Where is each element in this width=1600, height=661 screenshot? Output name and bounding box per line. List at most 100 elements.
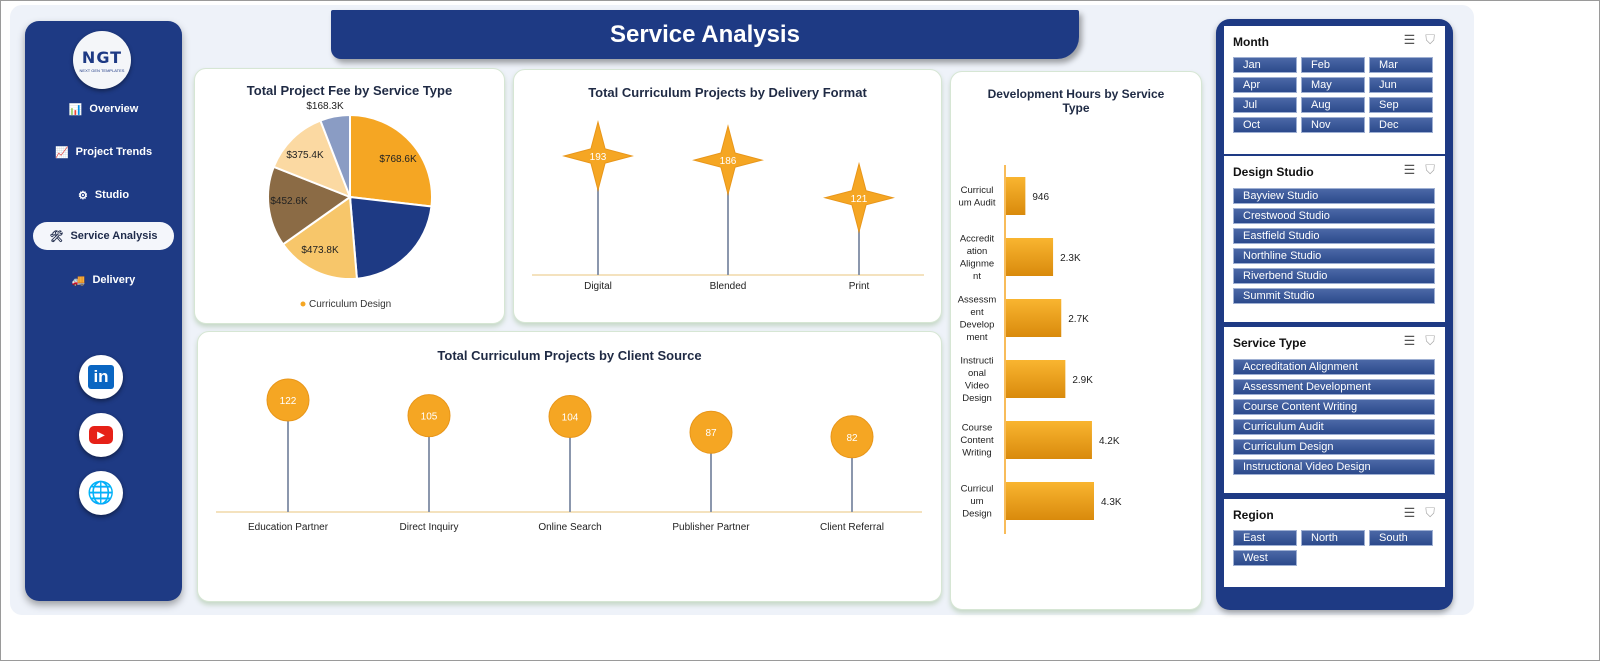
slicer-option[interactable]: Jun	[1369, 77, 1433, 93]
slicer-option[interactable]: Course Content Writing	[1233, 399, 1435, 415]
truck-icon: 🚚	[71, 274, 86, 287]
multi-select-icon[interactable]: ☰	[1403, 333, 1416, 348]
pie-slice-label: $375.4K	[286, 150, 324, 161]
delivery-format-title: Total Curriculum Projects by Delivery Fo…	[588, 85, 867, 100]
nav-item-label: Studio	[94, 189, 130, 201]
hours-category-label: Course	[962, 423, 993, 434]
clear-filter-icon[interactable]: ⛉	[1425, 505, 1435, 520]
linkedin-button[interactable]: in	[79, 355, 123, 399]
globe-button[interactable]: 🌐	[79, 471, 123, 515]
star-marker	[823, 161, 895, 234]
slicer-option[interactable]: Curriculum Audit	[1233, 419, 1435, 435]
hours-category-label: Alignme	[960, 258, 994, 269]
slicer-option[interactable]: Instructional Video Design	[1233, 459, 1435, 475]
hours-value-label: 2.9K	[1072, 375, 1093, 386]
hours-category-label: Design	[962, 509, 992, 520]
clear-filter-icon[interactable]: ⛉	[1425, 32, 1435, 47]
slicer-service-type: Service Type ☰ ⛉ Accreditation Alignment Ass…	[1224, 327, 1445, 493]
pie-slice	[349, 113, 433, 208]
slicer-title: Service Type	[1233, 336, 1307, 350]
hours-value-label: 4.2K	[1099, 436, 1120, 447]
hours-bar	[1006, 421, 1092, 459]
star-marker	[692, 124, 764, 197]
client-bubble	[689, 410, 733, 454]
clear-filter-icon[interactable]: ⛉	[1425, 162, 1435, 177]
page-title: Service Analysis	[610, 20, 800, 48]
nav-item-label: Service Analysis	[70, 230, 158, 242]
slicer-option[interactable]: May	[1301, 77, 1365, 93]
client-source-title: Total Curriculum Projects by Client Sour…	[437, 348, 702, 363]
hours-category-label: Instructi	[960, 355, 993, 366]
dev-hours-title-line2: Type	[1062, 101, 1090, 115]
hours-category-label: Video	[965, 380, 989, 391]
hours-category-label: ment	[966, 332, 987, 343]
slicer-option[interactable]: East	[1233, 530, 1297, 546]
nav-item-project-trends[interactable]: 📈 Project Trends	[33, 138, 174, 166]
hours-category-label: nt	[973, 271, 981, 282]
slicer-option[interactable]: Jul	[1233, 97, 1297, 113]
slicer-option[interactable]: Riverbend Studio	[1233, 268, 1435, 284]
client-category-label: Publisher Partner	[672, 522, 750, 533]
slicer-option[interactable]: Bayview Studio	[1233, 188, 1435, 204]
slicer-option[interactable]: Feb	[1301, 57, 1365, 73]
tools-icon: 🛠	[49, 230, 64, 243]
slicer-option[interactable]: West	[1233, 550, 1297, 566]
pie-slice-label: $473.8K	[301, 245, 339, 256]
legend-marker	[300, 301, 306, 307]
delivery-category-label: Print	[849, 281, 870, 292]
slicer-option[interactable]: Eastfield Studio	[1233, 228, 1435, 244]
pie-chart: $768.6K $473.8K $452.6K $375.4K $168.3K Curri…	[267, 101, 433, 310]
hours-bar	[1006, 360, 1066, 398]
slicer-option[interactable]: Summit Studio	[1233, 288, 1435, 304]
delivery-category-label: Blended	[710, 281, 747, 292]
nav-item-overview[interactable]: 📊 Overview	[33, 95, 174, 123]
nav-item-service-analysis[interactable]: 🛠 Service Analysis	[33, 222, 174, 250]
title-banner: Service Analysis	[331, 10, 1079, 59]
client-category-label: Education Partner	[248, 522, 329, 533]
multi-select-icon[interactable]: ☰	[1403, 32, 1416, 47]
slicer-option[interactable]: South	[1369, 530, 1433, 546]
slicer-option[interactable]: Jan	[1233, 57, 1297, 73]
slicer-option[interactable]: Sep	[1369, 97, 1433, 113]
slicer-option[interactable]: Curriculum Design	[1233, 439, 1435, 455]
line-chart-icon: 📈	[54, 146, 69, 159]
youtube-button[interactable]: ▶	[79, 413, 123, 457]
slicer-option[interactable]: Assessment Development	[1233, 379, 1435, 395]
pie-slice	[319, 113, 351, 198]
slicer-option[interactable]: Dec	[1369, 117, 1433, 133]
client-value-label: 122	[280, 396, 297, 407]
slicer-option[interactable]: Aug	[1301, 97, 1365, 113]
nav-item-delivery[interactable]: 🚚 Delivery	[33, 266, 174, 294]
pie-chart-title: Total Project Fee by Service Type	[246, 83, 453, 98]
slicer-option[interactable]: Accreditation Alignment	[1233, 359, 1435, 375]
pie-slice	[348, 195, 433, 280]
hours-category-label: Content	[960, 435, 994, 446]
slicer-option[interactable]: Oct	[1233, 117, 1297, 133]
client-bubble	[548, 395, 592, 439]
nav-item-studio[interactable]: ⚙ Studio	[33, 181, 174, 209]
client-bubble	[830, 415, 874, 459]
multi-select-icon[interactable]: ☰	[1403, 505, 1416, 520]
slicer-tools: ☰ ⛉	[1404, 505, 1435, 521]
dev-hours-title-line1: Development Hours by Service	[987, 87, 1165, 101]
hours-value-label: 2.7K	[1068, 314, 1089, 325]
slicer-option[interactable]: Crestwood Studio	[1233, 208, 1435, 224]
slicer-month: Month ☰ ⛉ Jan Feb Mar Apr May Jun Jul Aug Sep Oct Nov…	[1224, 26, 1445, 154]
slicer-tools: ☰ ⛉	[1404, 333, 1435, 349]
slicer-option[interactable]: Nov	[1301, 117, 1365, 133]
slicer-panel: Month ☰ ⛉ Jan Feb Mar Apr May Jun Jul Aug Sep Oct Nov…	[1216, 19, 1453, 610]
slicer-option[interactable]: Mar	[1369, 57, 1433, 73]
pie-chart-card: Total Project Fee by Service Type $768.6…	[194, 68, 505, 324]
slicer-option[interactable]: Northline Studio	[1233, 248, 1435, 264]
nav-item-label: Delivery	[92, 274, 136, 286]
delivery-value-label: 193	[590, 152, 607, 163]
hours-category-label: ent	[970, 307, 984, 318]
slicer-option[interactable]: North	[1301, 530, 1365, 546]
ngt-logo: NGT NEXT GEN TEMPLATES	[73, 31, 131, 89]
client-value-label: 87	[705, 428, 717, 439]
slicer-option[interactable]: Apr	[1233, 77, 1297, 93]
multi-select-icon[interactable]: ☰	[1403, 162, 1416, 177]
clear-filter-icon[interactable]: ⛉	[1425, 333, 1435, 348]
